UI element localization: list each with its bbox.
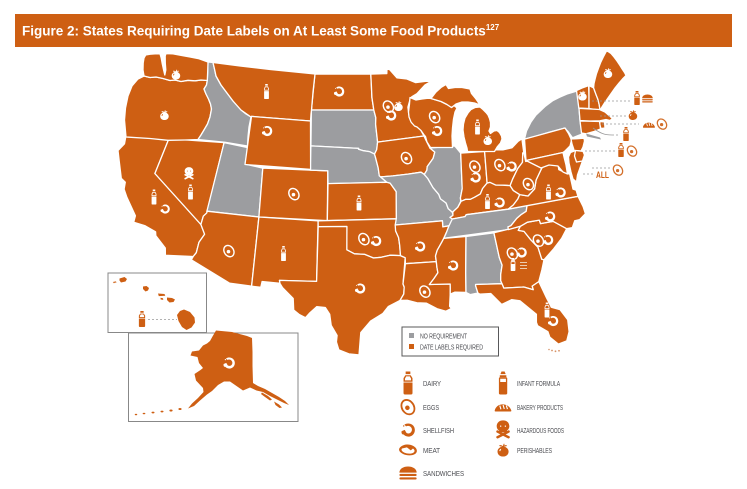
svg-text:DATE LABELS REQUIRED: DATE LABELS REQUIRED — [420, 345, 483, 352]
svg-text:SANDWICHES: SANDWICHES — [423, 471, 464, 478]
svg-text:SHELLFISH: SHELLFISH — [423, 428, 454, 435]
svg-text:EGGS: EGGS — [423, 405, 439, 412]
svg-text:PERISHABLES: PERISHABLES — [517, 448, 552, 455]
svg-text:MEAT: MEAT — [423, 448, 441, 455]
svg-text:ALL: ALL — [596, 170, 609, 180]
svg-text:HAZARDOUS FOODS: HAZARDOUS FOODS — [517, 428, 564, 435]
svg-text:DAIRY: DAIRY — [423, 381, 441, 388]
svg-text:NO REQUIREMENT: NO REQUIREMENT — [420, 334, 468, 341]
svg-text:INFANT FORMULA: INFANT FORMULA — [517, 381, 560, 388]
svg-text:BAKERY PRODUCTS: BAKERY PRODUCTS — [517, 405, 563, 412]
